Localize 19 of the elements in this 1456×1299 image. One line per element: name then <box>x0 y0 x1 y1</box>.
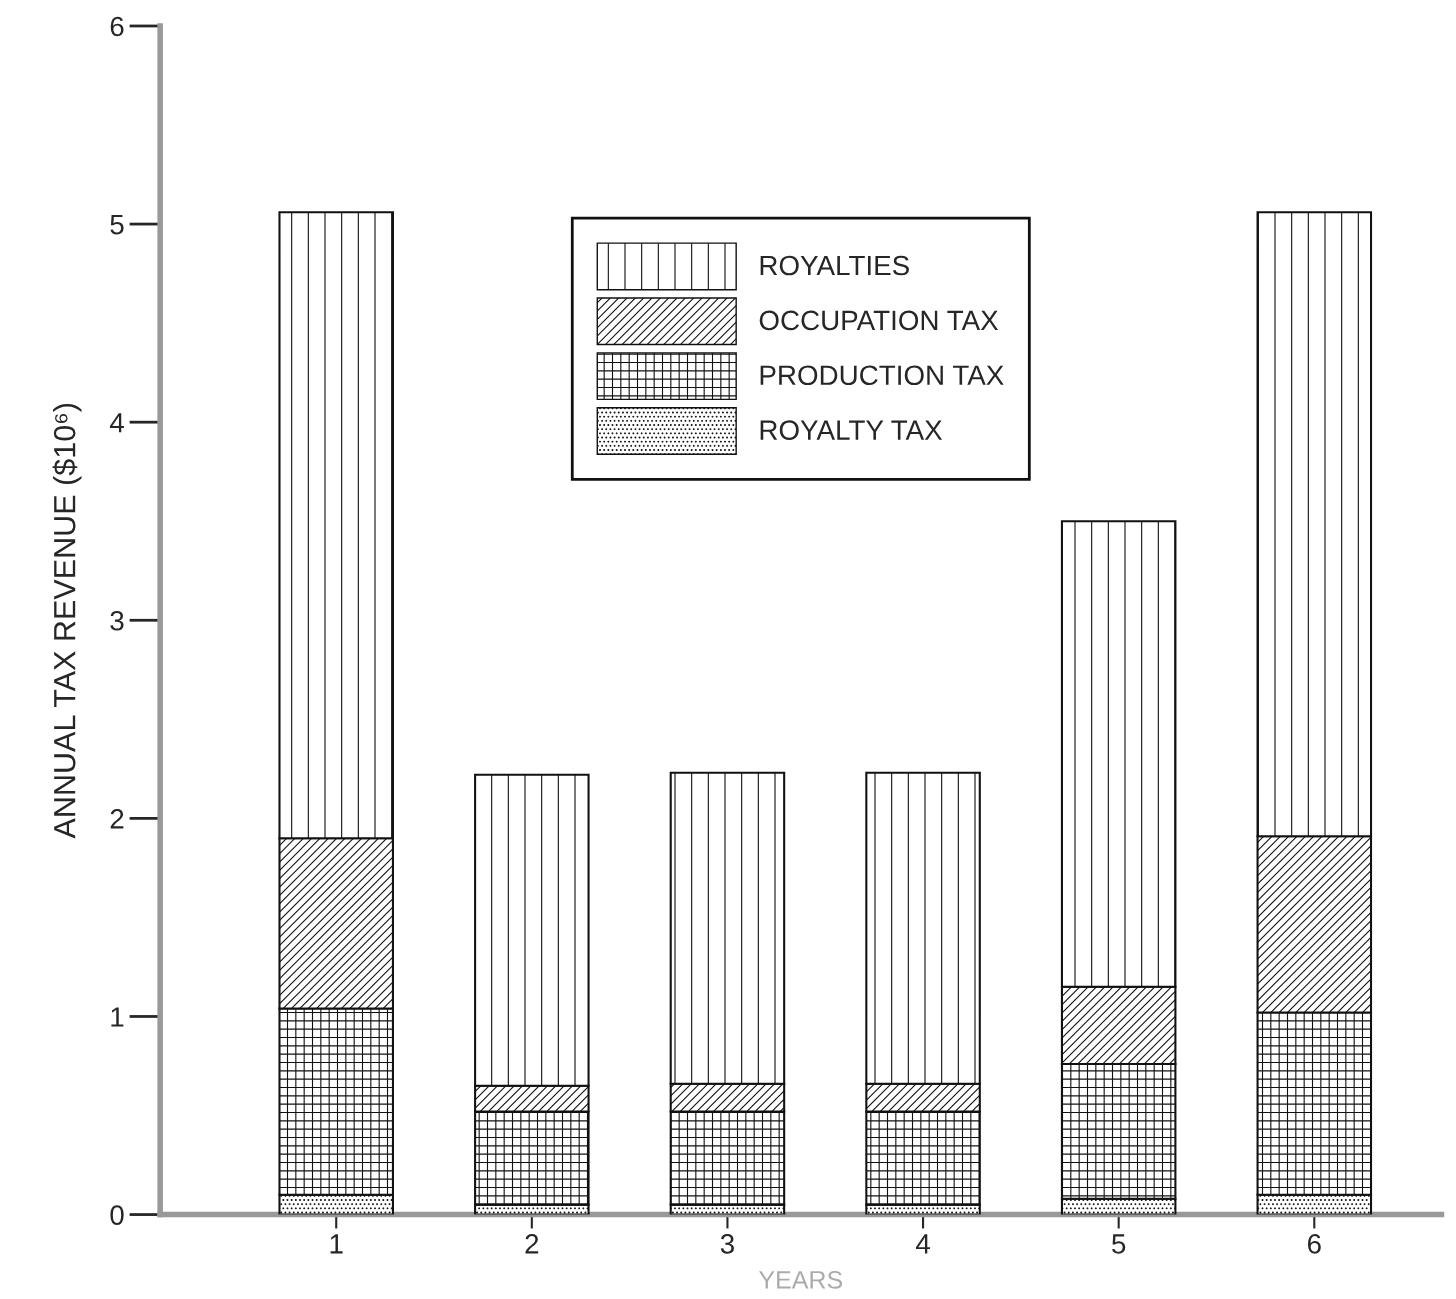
x-tick-label: 2 <box>525 1234 539 1254</box>
x-tick-label: 4 <box>915 1234 930 1254</box>
legend-label: PRODUCTION TAX <box>760 365 1004 386</box>
legend-label: ROYALTIES <box>760 255 909 276</box>
y-tick-label: 1 <box>111 1007 124 1027</box>
legend-label: OCCUPATION TAX <box>759 310 999 331</box>
y-tick-label: 4 <box>109 413 124 433</box>
y-tick-label: 6 <box>110 16 124 37</box>
x-tick-label: 3 <box>720 1234 734 1254</box>
x-axis-title: YEARS <box>758 1270 843 1289</box>
y-tick-label: 3 <box>110 610 124 631</box>
y-tick-label: 5 <box>110 215 124 235</box>
legend-label: ROYALTY TAX <box>760 420 943 440</box>
x-tick-label: 5 <box>1112 1234 1126 1254</box>
x-tick-label: 6 <box>1307 1234 1321 1254</box>
y-axis-title: ANNUAL TAX REVENUE ($10⁶) <box>52 403 82 839</box>
y-tick-label: 0 <box>110 1205 124 1225</box>
y-tick-label: 2 <box>110 809 124 829</box>
x-tick-label: 1 <box>330 1234 343 1254</box>
